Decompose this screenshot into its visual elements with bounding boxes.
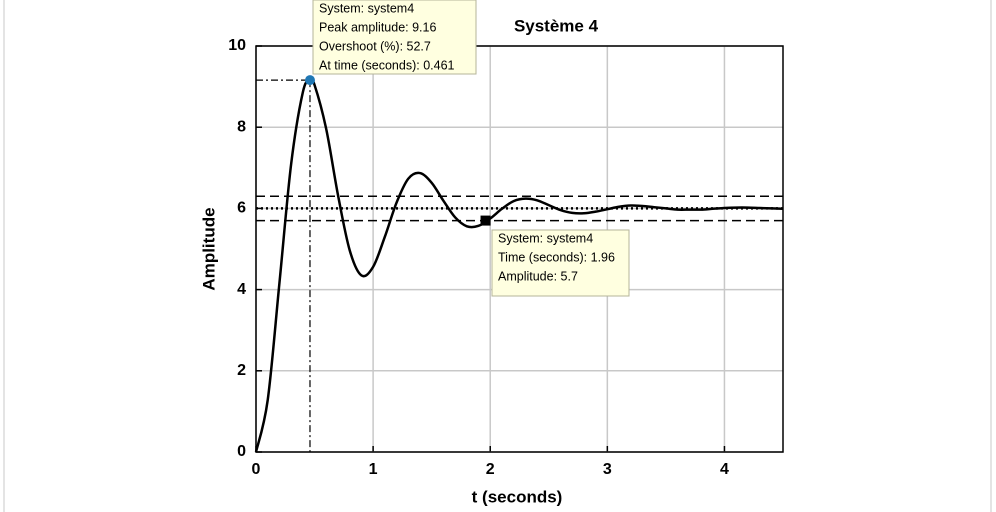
response-line	[254, 77, 784, 453]
x-tick-label: 2	[486, 461, 495, 478]
data-tip-text: Peak amplitude: 9.16	[319, 20, 436, 34]
y-tick-label: 6	[237, 200, 246, 217]
y-tick-label: 2	[237, 362, 246, 379]
x-tick-label: 0	[252, 461, 261, 478]
data-tip-box	[312, 0, 477, 75]
data-tip-text: Time (seconds): 1.96	[498, 250, 615, 264]
x-tick-label: 1	[369, 461, 378, 478]
x-tick-label: 3	[603, 461, 612, 478]
data-tip-marker	[480, 215, 491, 226]
data-tip-text: Overshoot (%): 52.7	[319, 39, 431, 53]
y-axis-label: Amplitude	[199, 207, 218, 290]
data-tip-text: System: system4	[498, 231, 593, 245]
data-tip-marker	[304, 75, 315, 86]
plot-frame	[255, 45, 784, 453]
data-tip-text: System: system4	[319, 1, 414, 15]
y-tick-label: 10	[228, 37, 246, 54]
chart-title: Système 4	[514, 16, 599, 35]
y-tick-label: 8	[237, 118, 246, 135]
data-tip-text: Amplitude: 5.7	[498, 269, 578, 283]
y-tick-label: 0	[237, 443, 246, 460]
x-axis-label: t (seconds)	[472, 487, 563, 506]
data-tip-box	[491, 229, 630, 297]
y-tick-label: 4	[237, 281, 246, 298]
x-tick-label: 4	[720, 461, 729, 478]
data-tip-text: At time (seconds): 0.461	[319, 58, 455, 72]
